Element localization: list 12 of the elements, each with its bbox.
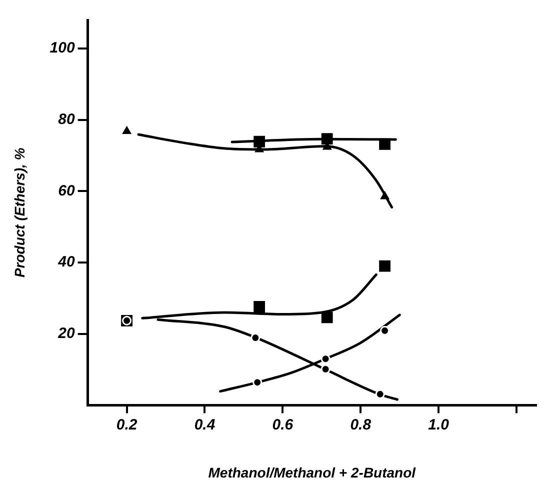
y-tick-label: 60: [58, 182, 76, 200]
y-tick-label: 20: [57, 325, 76, 342]
y-tick-label: 40: [57, 254, 76, 271]
x-tick-label: 0.2: [116, 416, 138, 434]
x-tick-label: 0.8: [350, 416, 372, 434]
x-tick-label: 0.6: [272, 416, 294, 434]
x-axis-title: Methanol/Methanol + 2-Butanol: [208, 464, 417, 480]
x-tick-label: 1.0: [428, 416, 450, 434]
x-tick-label: 0.4: [194, 416, 216, 434]
y-tick-label: 100: [50, 40, 76, 57]
y-axis-title: Product (Ethers), %: [11, 147, 28, 278]
y-tick-label: 80: [58, 111, 76, 128]
